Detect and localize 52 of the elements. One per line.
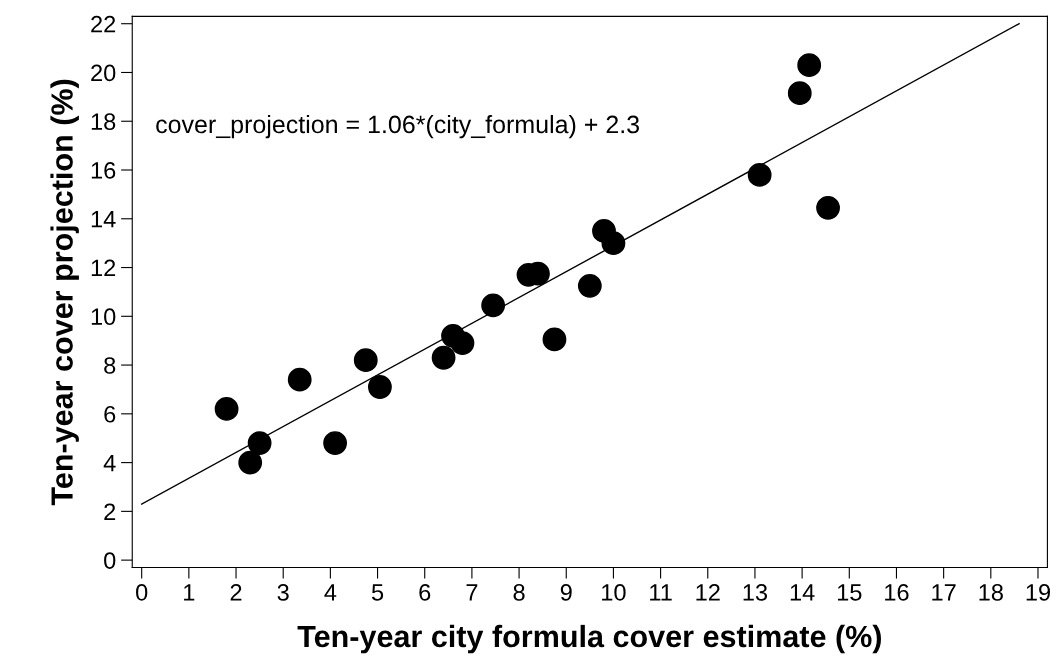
annotation: cover_projection = 1.06*(city_formula) + 2.3: [156, 114, 639, 139]
point: [797, 53, 822, 78]
y-tick-label: 2: [104, 503, 116, 520]
point: [247, 431, 272, 455]
point: [431, 345, 456, 370]
x-tick-label: 16: [885, 584, 909, 601]
x-tick-label: 10: [602, 584, 626, 601]
y-tick-label: 8: [104, 357, 116, 374]
y-tick-label: 10: [91, 308, 116, 326]
x-tick-label: 11: [650, 584, 672, 601]
y-tick-label: 12: [91, 259, 116, 277]
point: [481, 293, 506, 318]
x-tick-label: 1: [184, 584, 195, 601]
point: [238, 450, 263, 475]
x-tick-label: 14: [790, 584, 815, 601]
point: [577, 273, 602, 298]
point: [450, 331, 475, 356]
x-tick-label: 7: [466, 584, 478, 601]
y-tick-label: 20: [91, 64, 116, 82]
point: [601, 231, 626, 256]
y-tick-label: 6: [104, 405, 116, 423]
x-tick-label: 15: [837, 584, 862, 601]
point: [287, 367, 312, 392]
x-tick-label: 19: [1026, 584, 1050, 601]
point: [816, 195, 840, 220]
x-tick-label: 9: [560, 584, 572, 601]
y-tick-label: 18: [91, 113, 116, 131]
y-tick-label: 16: [91, 162, 116, 179]
point: [368, 375, 392, 399]
x-tick-label: 3: [277, 584, 289, 601]
point: [747, 162, 772, 187]
point: [323, 431, 347, 455]
x-tick-label: 13: [743, 584, 768, 601]
point: [787, 81, 812, 106]
y-tick-label: 14: [91, 211, 116, 228]
x-tick-label: 2: [230, 584, 242, 601]
y-tick-label: 22: [91, 15, 116, 33]
x-tick-label: 17: [932, 584, 956, 601]
x-tick-label: 8: [513, 584, 525, 601]
x-tick-label: 4: [324, 584, 337, 601]
y-tick-label: 4: [103, 454, 116, 472]
point: [542, 327, 567, 352]
x-axis-title: Ten-year city formula cover estimate (%): [297, 624, 881, 654]
x-tick-label: 12: [696, 584, 720, 601]
point: [214, 397, 239, 421]
x-tick-label: 0: [136, 584, 148, 601]
x-tick-label: 6: [419, 584, 431, 601]
y-axis-title: Ten-year cover projection (%): [50, 79, 79, 506]
y-tick-label: 0: [104, 552, 116, 569]
point: [353, 348, 378, 373]
x-tick-label: 5: [371, 584, 384, 601]
x-tick-label: 18: [979, 584, 1003, 601]
